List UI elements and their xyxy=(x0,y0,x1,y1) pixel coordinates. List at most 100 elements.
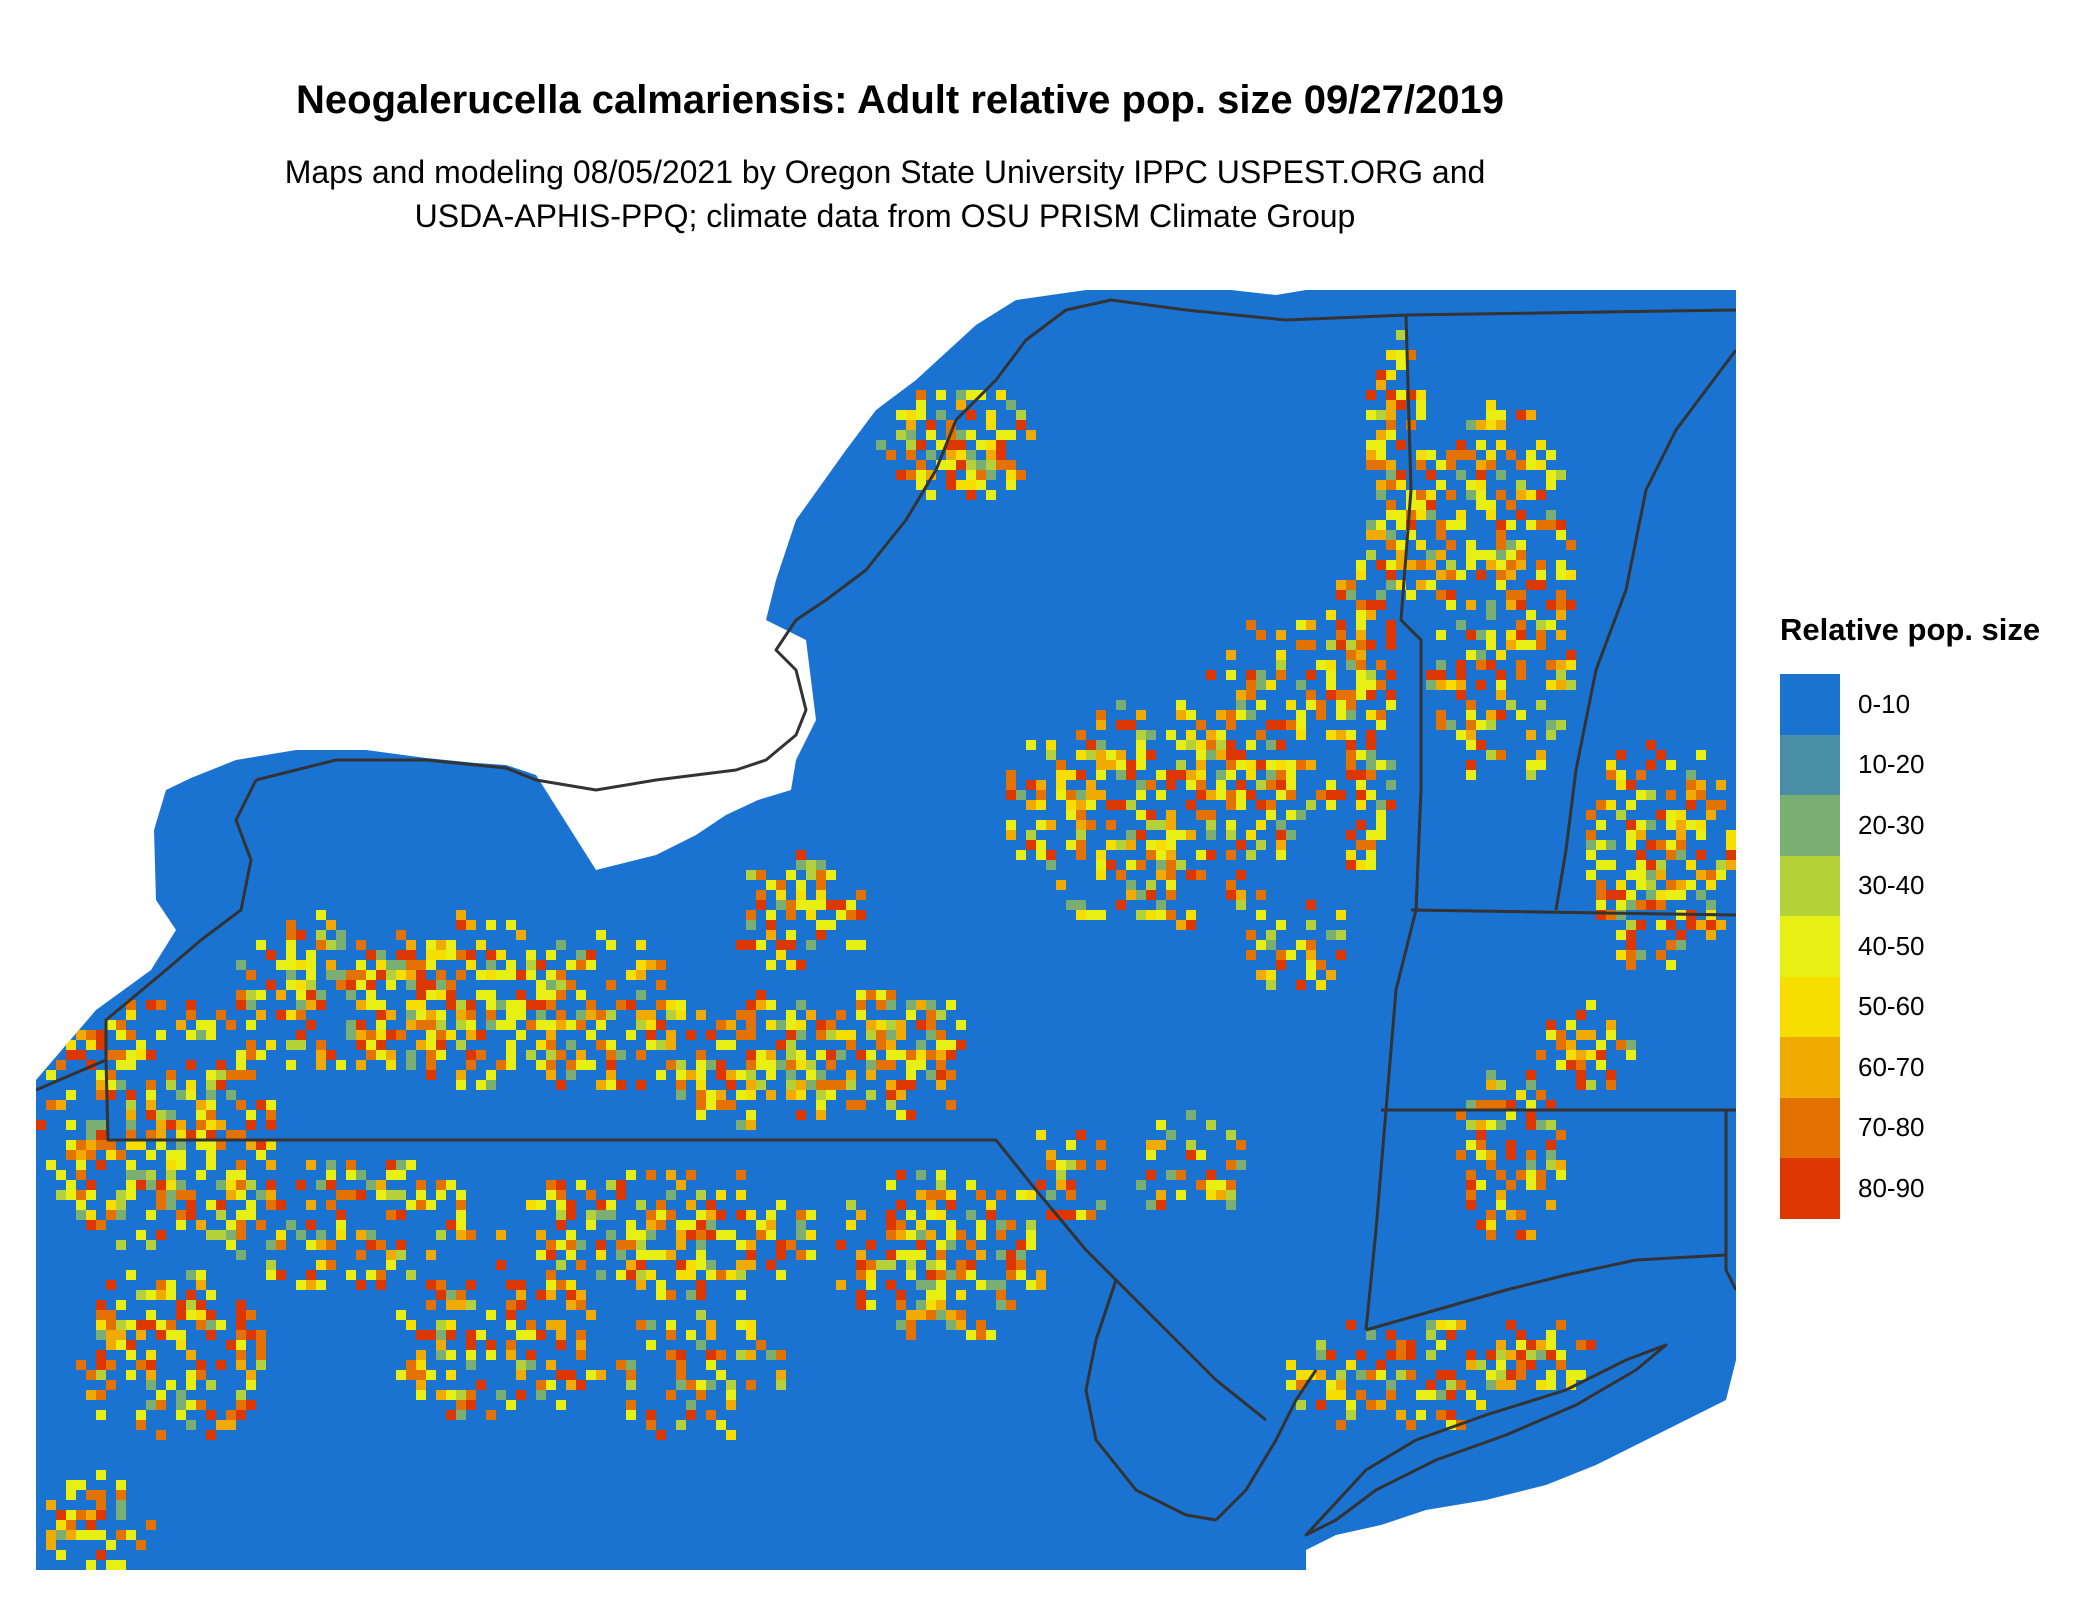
raster-cell xyxy=(256,940,266,950)
raster-cell xyxy=(1366,670,1376,680)
raster-cell xyxy=(406,1360,416,1370)
raster-cell xyxy=(436,1350,446,1360)
raster-cell xyxy=(946,1070,956,1080)
raster-cell xyxy=(1326,610,1336,620)
raster-cell xyxy=(106,1310,116,1320)
raster-cell xyxy=(1026,1220,1036,1230)
raster-cell xyxy=(566,1040,576,1050)
raster-cell xyxy=(1036,790,1046,800)
raster-cell xyxy=(786,940,796,950)
raster-cell xyxy=(116,1490,126,1500)
raster-cell xyxy=(226,1190,236,1200)
raster-cell xyxy=(906,450,916,460)
raster-cell xyxy=(796,1080,806,1090)
raster-cell xyxy=(136,1050,146,1060)
raster-cell xyxy=(56,1550,66,1560)
raster-cell xyxy=(896,430,906,440)
raster-cell xyxy=(196,1270,206,1280)
raster-cell xyxy=(486,970,496,980)
raster-cell xyxy=(1496,530,1506,540)
raster-cell xyxy=(936,1290,946,1300)
raster-cell xyxy=(906,1210,916,1220)
raster-cell xyxy=(66,1150,76,1160)
raster-cell xyxy=(286,930,296,940)
raster-cell xyxy=(1636,830,1646,840)
raster-cell xyxy=(886,1000,896,1010)
raster-cell xyxy=(1386,700,1396,710)
raster-cell xyxy=(1246,680,1256,690)
raster-cell xyxy=(1246,620,1256,630)
legend-swatch xyxy=(1780,674,1840,735)
raster-cell xyxy=(1586,1080,1596,1090)
raster-cell xyxy=(1496,1080,1506,1090)
raster-cell xyxy=(766,1220,776,1230)
raster-cell xyxy=(1456,660,1466,670)
raster-cell xyxy=(726,1020,736,1030)
raster-cell xyxy=(576,1380,586,1390)
raster-cell xyxy=(126,1120,136,1130)
raster-cell xyxy=(1506,450,1516,460)
raster-cell xyxy=(416,1040,426,1050)
raster-cell xyxy=(706,1090,716,1100)
raster-cell xyxy=(456,1070,466,1080)
raster-cell xyxy=(316,1180,326,1190)
raster-cell xyxy=(426,1040,436,1050)
raster-cell xyxy=(576,1340,586,1350)
raster-cell xyxy=(536,1010,546,1020)
raster-cell xyxy=(906,1270,916,1280)
raster-cell xyxy=(1236,900,1246,910)
raster-cell xyxy=(1566,650,1576,660)
legend-swatch xyxy=(1780,734,1840,795)
raster-cell xyxy=(1536,1340,1546,1350)
legend-item: 60-70 xyxy=(1780,1037,2040,1098)
raster-cell xyxy=(386,980,396,990)
raster-cell xyxy=(436,1390,446,1400)
raster-cell xyxy=(916,1060,926,1070)
raster-cell xyxy=(116,1150,126,1160)
raster-cell xyxy=(1376,710,1386,720)
raster-cell xyxy=(1516,1350,1526,1360)
raster-cell xyxy=(1386,1390,1396,1400)
raster-cell xyxy=(1326,680,1336,690)
raster-cell xyxy=(426,1200,436,1210)
raster-cell xyxy=(866,1280,876,1290)
raster-cell xyxy=(1636,880,1646,890)
raster-cell xyxy=(216,1230,226,1240)
raster-cell xyxy=(576,1020,586,1030)
raster-cell xyxy=(926,490,936,500)
raster-cell xyxy=(756,1000,766,1010)
raster-cell xyxy=(916,460,926,470)
raster-cell xyxy=(1236,700,1246,710)
raster-cell xyxy=(1306,620,1316,630)
raster-cell xyxy=(1516,510,1526,520)
raster-cell xyxy=(1266,930,1276,940)
raster-cell xyxy=(916,440,926,450)
raster-cell xyxy=(546,1190,556,1200)
raster-cell xyxy=(1516,490,1526,500)
raster-cell xyxy=(1046,1210,1056,1220)
raster-cell xyxy=(406,1050,416,1060)
raster-cell xyxy=(606,1180,616,1190)
raster-cell xyxy=(376,1280,386,1290)
raster-cell xyxy=(616,1250,626,1260)
raster-cell xyxy=(1546,1340,1556,1350)
raster-cell xyxy=(666,1040,676,1050)
raster-cell xyxy=(1496,550,1506,560)
raster-cell xyxy=(1426,470,1436,480)
raster-cell xyxy=(446,1330,456,1340)
raster-cell xyxy=(516,1290,526,1300)
raster-cell xyxy=(1506,500,1516,510)
raster-cell xyxy=(1726,860,1736,870)
raster-cell xyxy=(796,1090,806,1100)
raster-cell xyxy=(1036,820,1046,830)
raster-cell xyxy=(696,1310,706,1320)
raster-cell xyxy=(916,470,926,480)
raster-cell xyxy=(1066,1210,1076,1220)
raster-cell xyxy=(946,1310,956,1320)
raster-cell xyxy=(556,1340,566,1350)
raster-cell xyxy=(266,1180,276,1190)
raster-cell xyxy=(936,1190,946,1200)
raster-cell xyxy=(1346,650,1356,660)
raster-cell xyxy=(86,1210,96,1220)
raster-cell xyxy=(1486,1380,1496,1390)
